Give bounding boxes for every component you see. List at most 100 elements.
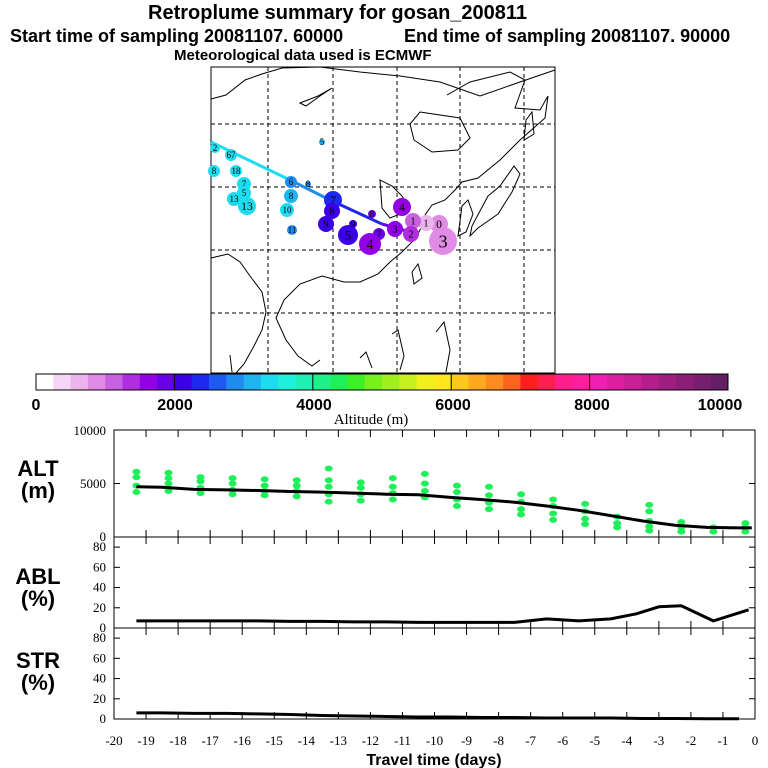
alt-scatter-point	[356, 484, 365, 491]
tick-marks	[113, 429, 756, 720]
alt-scatter	[132, 465, 750, 535]
alt-scatter-point	[645, 501, 654, 508]
alt-scatter-point	[420, 480, 429, 487]
plume-circle	[305, 181, 311, 187]
colorbar-frame	[35, 373, 729, 391]
plume-circle	[324, 203, 340, 219]
alt-scatter-point	[388, 475, 397, 482]
alt-scatter-point	[517, 491, 526, 498]
colorbar-swatch	[191, 374, 210, 390]
plume-circle	[227, 192, 241, 206]
plume-circle	[403, 226, 419, 242]
str-line	[136, 711, 740, 721]
alt-scatter-point	[196, 490, 205, 497]
pct-tick-label: 60	[93, 650, 106, 665]
colorbar-swatch	[209, 374, 227, 390]
alt-scatter-point	[292, 477, 301, 484]
colorbar-swatch	[382, 374, 400, 390]
x-tick-label: -20	[105, 733, 122, 748]
pct-tick-label: 20	[93, 691, 106, 706]
alt-scatter-point	[484, 506, 493, 513]
alt-scatter-point	[645, 527, 654, 534]
alt-scatter-point	[452, 482, 461, 489]
colorbar-swatch	[537, 374, 556, 390]
colorbar-swatch	[243, 374, 262, 390]
plume-number: 5	[320, 137, 325, 147]
pct-tick-label: 0	[100, 711, 107, 726]
pct-tick-label: 40	[93, 580, 106, 595]
colorbar-swatch	[226, 374, 245, 390]
alt-scatter-point	[549, 510, 558, 517]
colorbar-swatch	[122, 374, 141, 390]
plume-circle	[238, 197, 256, 215]
alt-scatter-point	[324, 465, 333, 472]
colorbar-swatch	[157, 374, 175, 390]
alt-scatter-point	[484, 492, 493, 499]
x-tick-label: -10	[426, 733, 443, 748]
plume-number: 7	[242, 179, 247, 189]
x-tick-label: -9	[461, 733, 472, 748]
alt-y-tick: 0	[100, 529, 107, 544]
alt-scatter-point	[228, 475, 237, 482]
pct-tick-label: 40	[93, 671, 106, 686]
colorbar-swatch	[53, 374, 72, 390]
colorbar-tick: 6000	[435, 397, 471, 414]
alt-scatter-point	[709, 528, 718, 535]
x-tick-label: -5	[589, 733, 600, 748]
alt-scatter-point	[292, 493, 301, 500]
plume-circle	[210, 143, 220, 153]
colorbar-ticks: 0 2000 4000 6000 8000 10000	[32, 397, 743, 414]
alt-scatter-point	[132, 474, 141, 481]
plume-number: 13	[229, 194, 239, 204]
plume-number: 10	[282, 205, 292, 215]
colorbar-tick: 4000	[296, 397, 332, 414]
x-tick-label: -18	[169, 733, 186, 748]
abl-label-unit: (%)	[20, 586, 56, 611]
alt-scatter-point	[324, 477, 333, 484]
colorbar-tick: 0	[32, 397, 41, 414]
alt-panel-frame	[113, 429, 756, 538]
plume-circle	[287, 225, 297, 235]
colorbar-swatch	[693, 374, 712, 390]
colorbar-swatch	[606, 374, 625, 390]
alt-scatter-point	[260, 476, 269, 483]
plume-circle	[349, 220, 357, 228]
alt-scatter-point	[452, 502, 461, 509]
alt-scatter-point	[677, 528, 686, 535]
pct-tick-label: 80	[93, 539, 106, 554]
end-time-label: End time of sampling 20081107. 90000	[404, 26, 731, 46]
alt-scatter-point	[132, 489, 141, 496]
colorbar-swatch	[364, 374, 383, 390]
colorbar-tick: 2000	[157, 397, 193, 414]
colorbar-swatch	[676, 374, 694, 390]
plume-circle	[393, 198, 411, 216]
plume-circle	[225, 149, 237, 161]
plume-number: 7	[330, 194, 336, 207]
x-axis-label: Travel time (days)	[366, 752, 501, 768]
map-gridlines	[211, 67, 555, 373]
colorbar-swatch	[260, 374, 279, 390]
alt-scatter-point	[645, 523, 654, 530]
pct-y-ticks: 80 80 60 60 40 40 20 20 0 0	[93, 539, 106, 726]
alt-scatter-point	[677, 519, 686, 526]
str-label-line: STR	[16, 648, 60, 673]
plume-circle	[368, 210, 376, 218]
plume-number: 11	[288, 225, 297, 235]
plume-number: 4	[366, 237, 373, 253]
alt-scatter-point	[420, 487, 429, 494]
alt-scatter-point	[196, 474, 205, 481]
alt-scatter-point	[164, 480, 173, 487]
colorbar-swatch	[139, 374, 158, 390]
plume-number: 8	[289, 191, 294, 201]
colorbar-swatch	[451, 374, 469, 390]
colorbar-swatch	[399, 374, 418, 390]
plume-number: 6	[289, 177, 294, 187]
abl-label-line: ABL	[15, 564, 61, 589]
alt-scatter-point	[260, 492, 269, 499]
alt-scatter-point	[581, 521, 590, 528]
alt-scatter-point	[260, 482, 269, 489]
altitude-colorbar	[35, 373, 729, 391]
alt-scatter-point	[452, 489, 461, 496]
x-tick-label: -7	[525, 733, 536, 748]
